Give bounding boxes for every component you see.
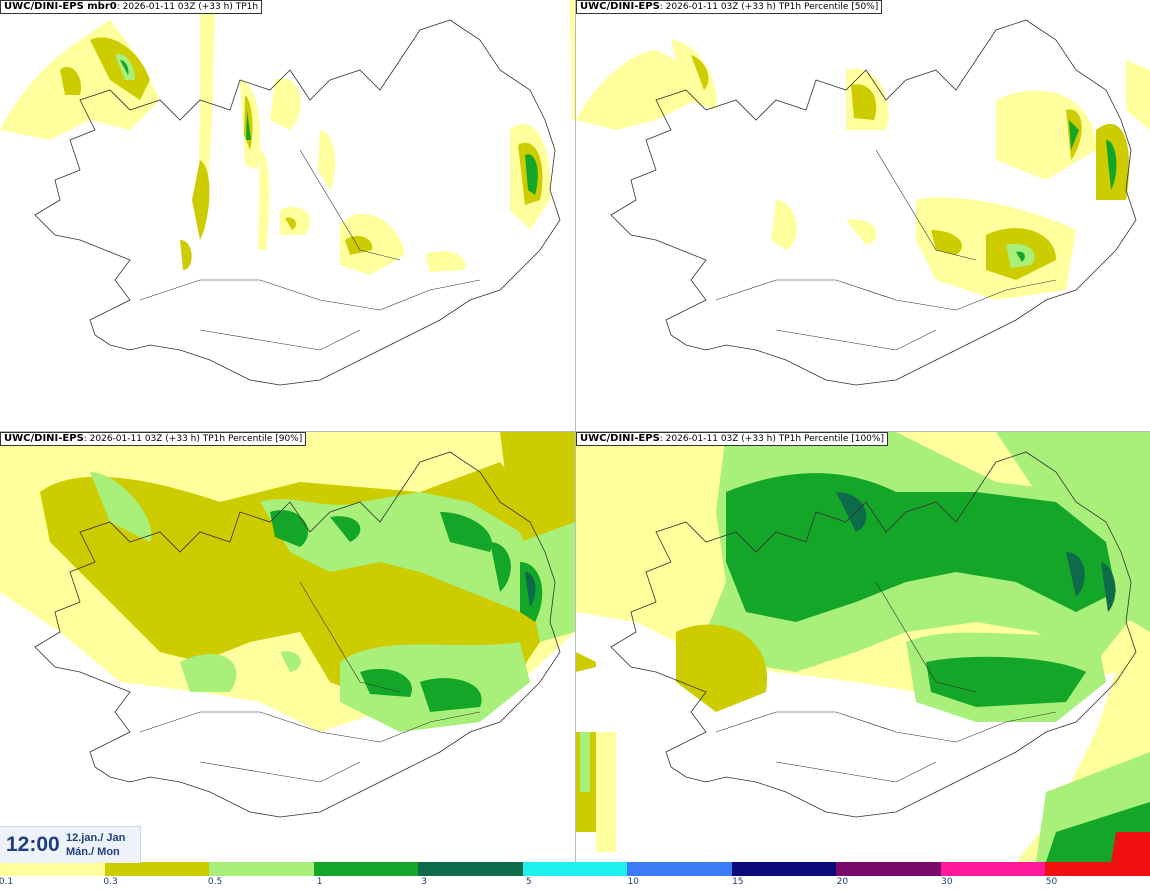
map-panel-p100: UWC/DINI-EPS: 2026-01-11 03Z (+33 h) TP1… [576,432,1150,862]
legend-swatch [522,862,628,876]
coastline [610,19,1137,386]
run-meta: : 2026-01-11 03Z (+33 h) TP1h Percentile… [659,434,884,444]
member-name: mbr0 [83,1,117,12]
legend-swatch [418,862,524,876]
valid-time: 12:00 [6,833,60,856]
legend-tick-label: 0.5 [207,877,223,887]
precip-fields [0,0,575,275]
valid-date-line2: Mán./ Mon [66,846,120,858]
precip-map [576,19,1150,386]
legend-swatch [209,862,315,876]
map-panel-member0: UWC/DINI-EPS mbr0: 2026-01-11 03Z (+33 h… [0,0,575,431]
panel-title: UWC/DINI-EPS: 2026-01-11 03Z (+33 h) TP1… [576,0,883,14]
legend-swatch [0,862,106,876]
model-name: UWC/DINI-EPS [4,433,84,444]
run-meta: : 2026-01-11 03Z (+33 h) TP1h [116,2,259,12]
run-meta: : 2026-01-11 03Z (+33 h) TP1h Percentile… [659,2,879,12]
panel-title: UWC/DINI-EPS: 2026-01-11 03Z (+33 h) TP1… [576,432,888,446]
precip-map [0,0,575,386]
precip-map [576,432,1150,862]
valid-date-line1: 12.jan./ Jan [66,832,126,844]
legend-tick-label: 30 [941,877,953,887]
legend-tick-label: 20 [836,877,849,887]
legend-tick-label: 15 [732,877,744,887]
legend-tick-label: 0.1 [0,877,14,887]
legend-swatch [731,862,837,876]
map-panel-p50: UWC/DINI-EPS: 2026-01-11 03Z (+33 h) TP1… [576,0,1150,431]
legend-swatch [627,862,733,876]
coastline [34,19,561,386]
map-panel-p90: UWC/DINI-EPS: 2026-01-11 03Z (+33 h) TP1… [0,432,575,862]
legend-tick-label: 10 [627,877,639,887]
panel-title: UWC/DINI-EPS mbr0: 2026-01-11 03Z (+33 h… [0,0,263,14]
color-legend: 0.1 0.3 0.5 1 3 5 10 15 20 30 50 [0,862,1150,891]
precip-fields [0,432,575,732]
legend-tick-label: 0.3 [103,877,118,887]
precip-fields [576,40,1150,300]
precip-map [0,432,575,818]
legend-swatch [313,862,419,876]
model-name: UWC/DINI-EPS [4,1,84,12]
legend-swatch [836,862,942,876]
coastline [610,451,1137,818]
run-meta: : 2026-01-11 03Z (+33 h) TP1h Percentile… [83,434,303,444]
panel-title: UWC/DINI-EPS: 2026-01-11 03Z (+33 h) TP1… [0,432,307,446]
coastline [34,451,561,818]
panel-divider-horizontal [0,431,1150,432]
model-name: UWC/DINI-EPS [580,433,660,444]
legend-swatch [104,862,210,876]
legend-swatch [940,862,1046,876]
legend-tick-label: 50 [1045,877,1058,887]
legend-tick-label: 3 [421,877,428,887]
valid-time-box: 12:00 12.jan./ Jan Mán./ Mon [0,826,141,863]
model-name: UWC/DINI-EPS [580,1,660,12]
legend-tick-label: 1 [316,877,323,887]
precip-fields [576,432,1150,862]
legend-swatch [1045,862,1150,876]
legend-tick-label: 5 [525,877,532,887]
